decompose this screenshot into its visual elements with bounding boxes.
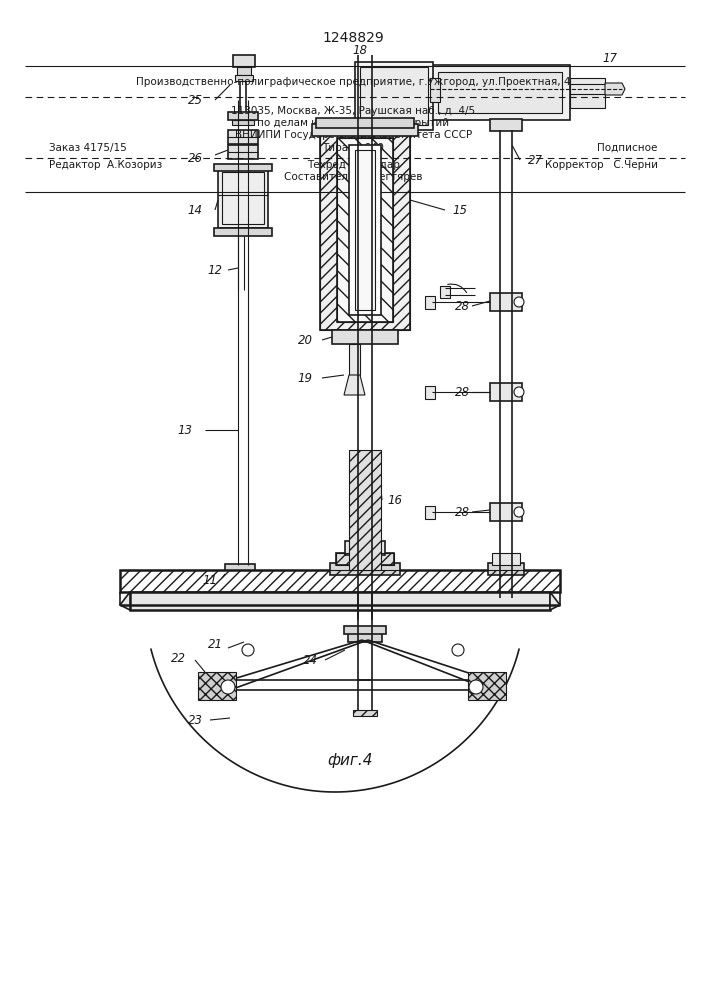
Bar bbox=[488, 563, 524, 575]
Circle shape bbox=[514, 297, 524, 307]
Bar bbox=[570, 78, 605, 108]
Text: 113035, Москва, Ж-35, Раушская наб., д. 4/5: 113035, Москва, Ж-35, Раушская наб., д. … bbox=[231, 106, 476, 116]
Text: 19: 19 bbox=[298, 371, 312, 384]
Bar bbox=[490, 119, 522, 131]
Circle shape bbox=[514, 507, 524, 517]
Bar bbox=[425, 296, 435, 309]
Polygon shape bbox=[344, 375, 365, 395]
Text: 26: 26 bbox=[187, 151, 202, 164]
Bar bbox=[468, 672, 506, 700]
Bar bbox=[220, 574, 260, 586]
Text: 13: 13 bbox=[177, 424, 192, 436]
Bar bbox=[228, 112, 258, 120]
Bar bbox=[349, 450, 381, 570]
Text: 12: 12 bbox=[207, 263, 223, 276]
Bar bbox=[198, 672, 236, 700]
Bar bbox=[490, 503, 522, 521]
Bar bbox=[233, 55, 255, 67]
Text: Редактор  А.Козориз: Редактор А.Козориз bbox=[49, 160, 163, 170]
Text: Подписное: Подписное bbox=[597, 143, 658, 153]
Bar bbox=[355, 62, 433, 130]
Bar bbox=[355, 150, 375, 310]
Text: 1248829: 1248829 bbox=[322, 31, 384, 45]
Bar bbox=[349, 145, 381, 315]
Bar bbox=[490, 293, 522, 311]
Text: 21: 21 bbox=[207, 638, 223, 650]
Text: 20: 20 bbox=[298, 334, 312, 347]
Bar bbox=[353, 710, 377, 716]
Bar bbox=[425, 386, 435, 399]
Bar bbox=[337, 138, 393, 322]
Bar bbox=[492, 553, 520, 565]
Text: Производственно-полиграфическое предприятие, г.Ужгород, ул.Проектная, 4: Производственно-полиграфическое предприя… bbox=[136, 77, 571, 87]
Text: 25: 25 bbox=[187, 94, 202, 106]
Bar bbox=[214, 228, 272, 236]
Bar bbox=[320, 130, 410, 330]
Bar bbox=[360, 67, 428, 125]
Text: Тираж  640: Тираж 640 bbox=[322, 143, 385, 153]
Text: Составитель  В.Легтярев: Составитель В.Легтярев bbox=[284, 172, 423, 182]
Text: Техред   В.Кадар: Техред В.Кадар bbox=[307, 160, 400, 170]
Text: Корректор   С.Черни: Корректор С.Черни bbox=[544, 160, 658, 170]
Polygon shape bbox=[349, 344, 360, 375]
Bar bbox=[348, 632, 382, 642]
Bar bbox=[430, 65, 570, 120]
Bar bbox=[232, 120, 254, 125]
Text: 16: 16 bbox=[387, 493, 402, 506]
Text: 24: 24 bbox=[303, 654, 317, 666]
Bar bbox=[425, 506, 435, 519]
Text: Заказ 4175/15: Заказ 4175/15 bbox=[49, 143, 127, 153]
Bar bbox=[316, 118, 414, 128]
Bar bbox=[228, 130, 258, 144]
Bar bbox=[222, 172, 264, 224]
Bar bbox=[237, 67, 251, 75]
Bar bbox=[312, 124, 418, 136]
Bar bbox=[337, 138, 393, 322]
Circle shape bbox=[452, 644, 464, 656]
Bar bbox=[345, 541, 385, 555]
Circle shape bbox=[514, 387, 524, 397]
Text: 18: 18 bbox=[353, 43, 368, 56]
Polygon shape bbox=[550, 592, 560, 610]
Circle shape bbox=[242, 644, 254, 656]
Text: 22: 22 bbox=[170, 652, 185, 664]
Bar bbox=[440, 286, 450, 298]
Text: фиг.4: фиг.4 bbox=[327, 752, 373, 768]
Polygon shape bbox=[120, 592, 130, 610]
Bar bbox=[120, 570, 560, 592]
Text: 28: 28 bbox=[455, 506, 469, 518]
Text: по делам изобретений и открытий: по делам изобретений и открытий bbox=[257, 118, 450, 128]
Bar bbox=[344, 626, 386, 634]
Bar bbox=[330, 563, 400, 575]
Text: 14: 14 bbox=[187, 204, 202, 217]
Text: 27: 27 bbox=[527, 153, 542, 166]
Bar bbox=[336, 553, 394, 565]
Bar bbox=[130, 592, 550, 610]
Bar bbox=[235, 75, 253, 81]
Bar bbox=[430, 78, 440, 102]
Text: 23: 23 bbox=[187, 714, 202, 726]
Bar bbox=[120, 570, 560, 592]
Bar bbox=[336, 553, 394, 565]
Bar bbox=[214, 164, 272, 171]
Circle shape bbox=[221, 680, 235, 694]
Bar bbox=[228, 145, 258, 159]
Text: 15: 15 bbox=[452, 204, 467, 217]
Circle shape bbox=[469, 680, 483, 694]
Text: 28: 28 bbox=[455, 300, 469, 312]
Bar bbox=[490, 383, 522, 401]
Text: ВНИИПИ Государственного комитета СССР: ВНИИПИ Государственного комитета СССР bbox=[235, 130, 472, 140]
Bar bbox=[320, 130, 410, 330]
Bar bbox=[438, 72, 562, 113]
Polygon shape bbox=[605, 83, 625, 95]
Text: 28: 28 bbox=[455, 385, 469, 398]
Bar bbox=[332, 330, 398, 344]
Bar bbox=[218, 168, 268, 228]
Bar bbox=[225, 564, 255, 574]
Text: 11: 11 bbox=[202, 574, 218, 586]
Text: 17: 17 bbox=[602, 51, 617, 64]
